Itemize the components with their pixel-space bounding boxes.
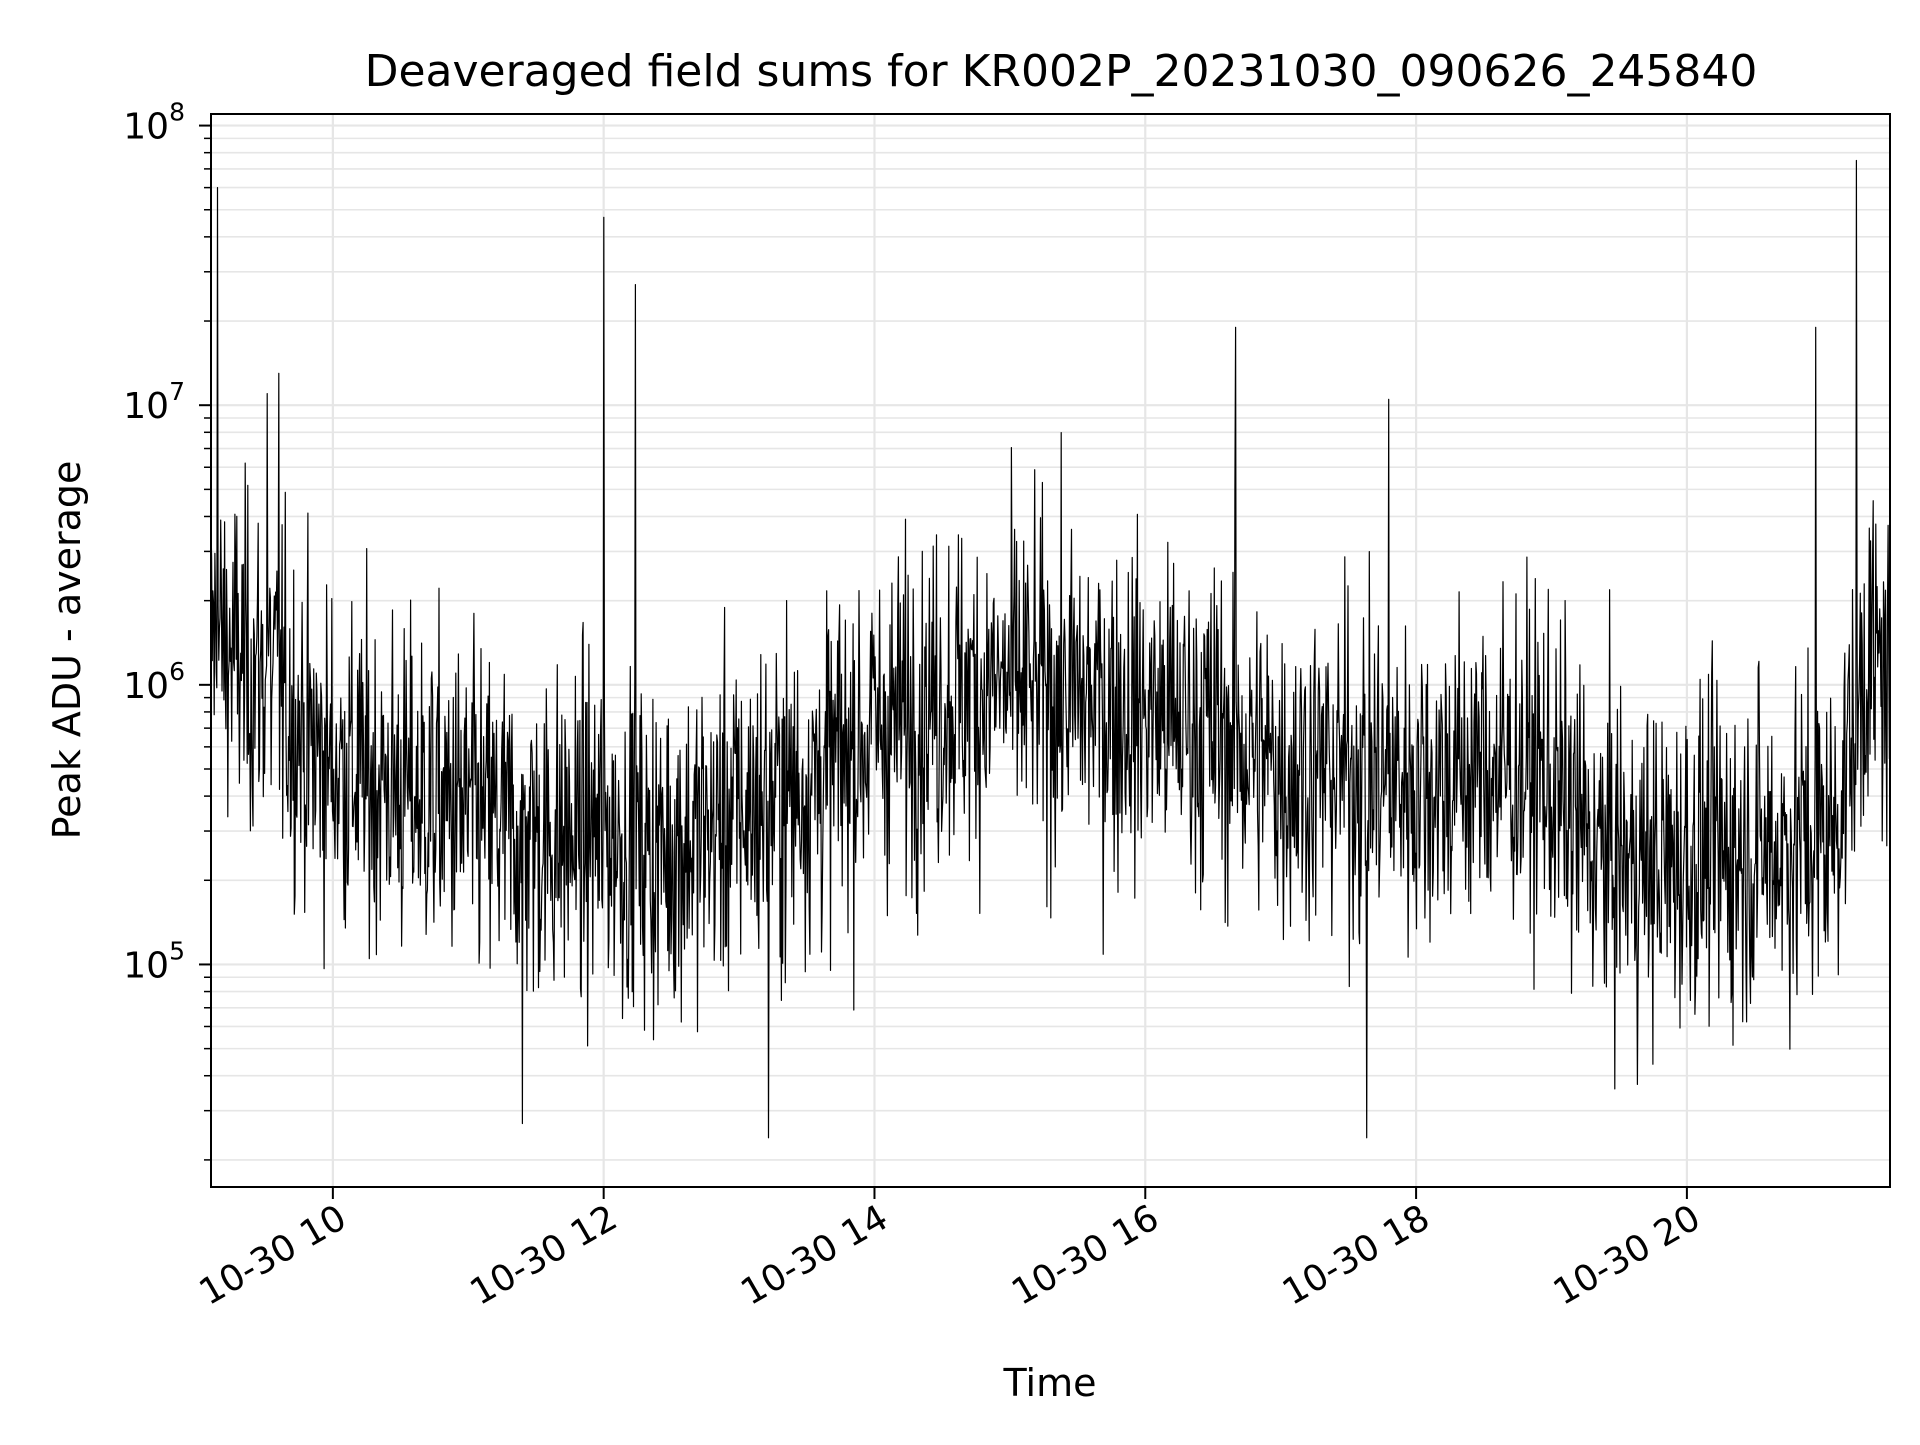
x-tick-label: 10-30 10 (193, 1197, 354, 1313)
y-tick-label: 108 (123, 98, 185, 148)
y-tick-label: 107 (123, 377, 185, 427)
y-axis: 105 106 107 108 (123, 98, 211, 1161)
y-tick-label: 106 (123, 657, 185, 707)
series-layer (210, 159, 1891, 1139)
x-tick-label: 10-30 14 (734, 1197, 895, 1313)
x-tick-label: 10-30 18 (1276, 1197, 1437, 1313)
series-line (210, 159, 1891, 1139)
x-axis-label: Time (1003, 1361, 1097, 1405)
y-tick-label: 105 (123, 936, 185, 986)
x-tick-label: 10-30 16 (1005, 1197, 1166, 1313)
x-tick-label: 10-30 12 (463, 1197, 624, 1313)
plot-frame (210, 113, 1891, 1188)
y-axis-label: Peak ADU - average (45, 461, 89, 840)
x-axis: 10-30 10 10-30 12 10-30 14 10-30 16 10-30 18… (193, 1187, 1708, 1314)
x-tick-label: 10-30 20 (1547, 1197, 1708, 1313)
chart-title: Deaveraged field sums for KR002P_2023103… (365, 46, 1758, 97)
